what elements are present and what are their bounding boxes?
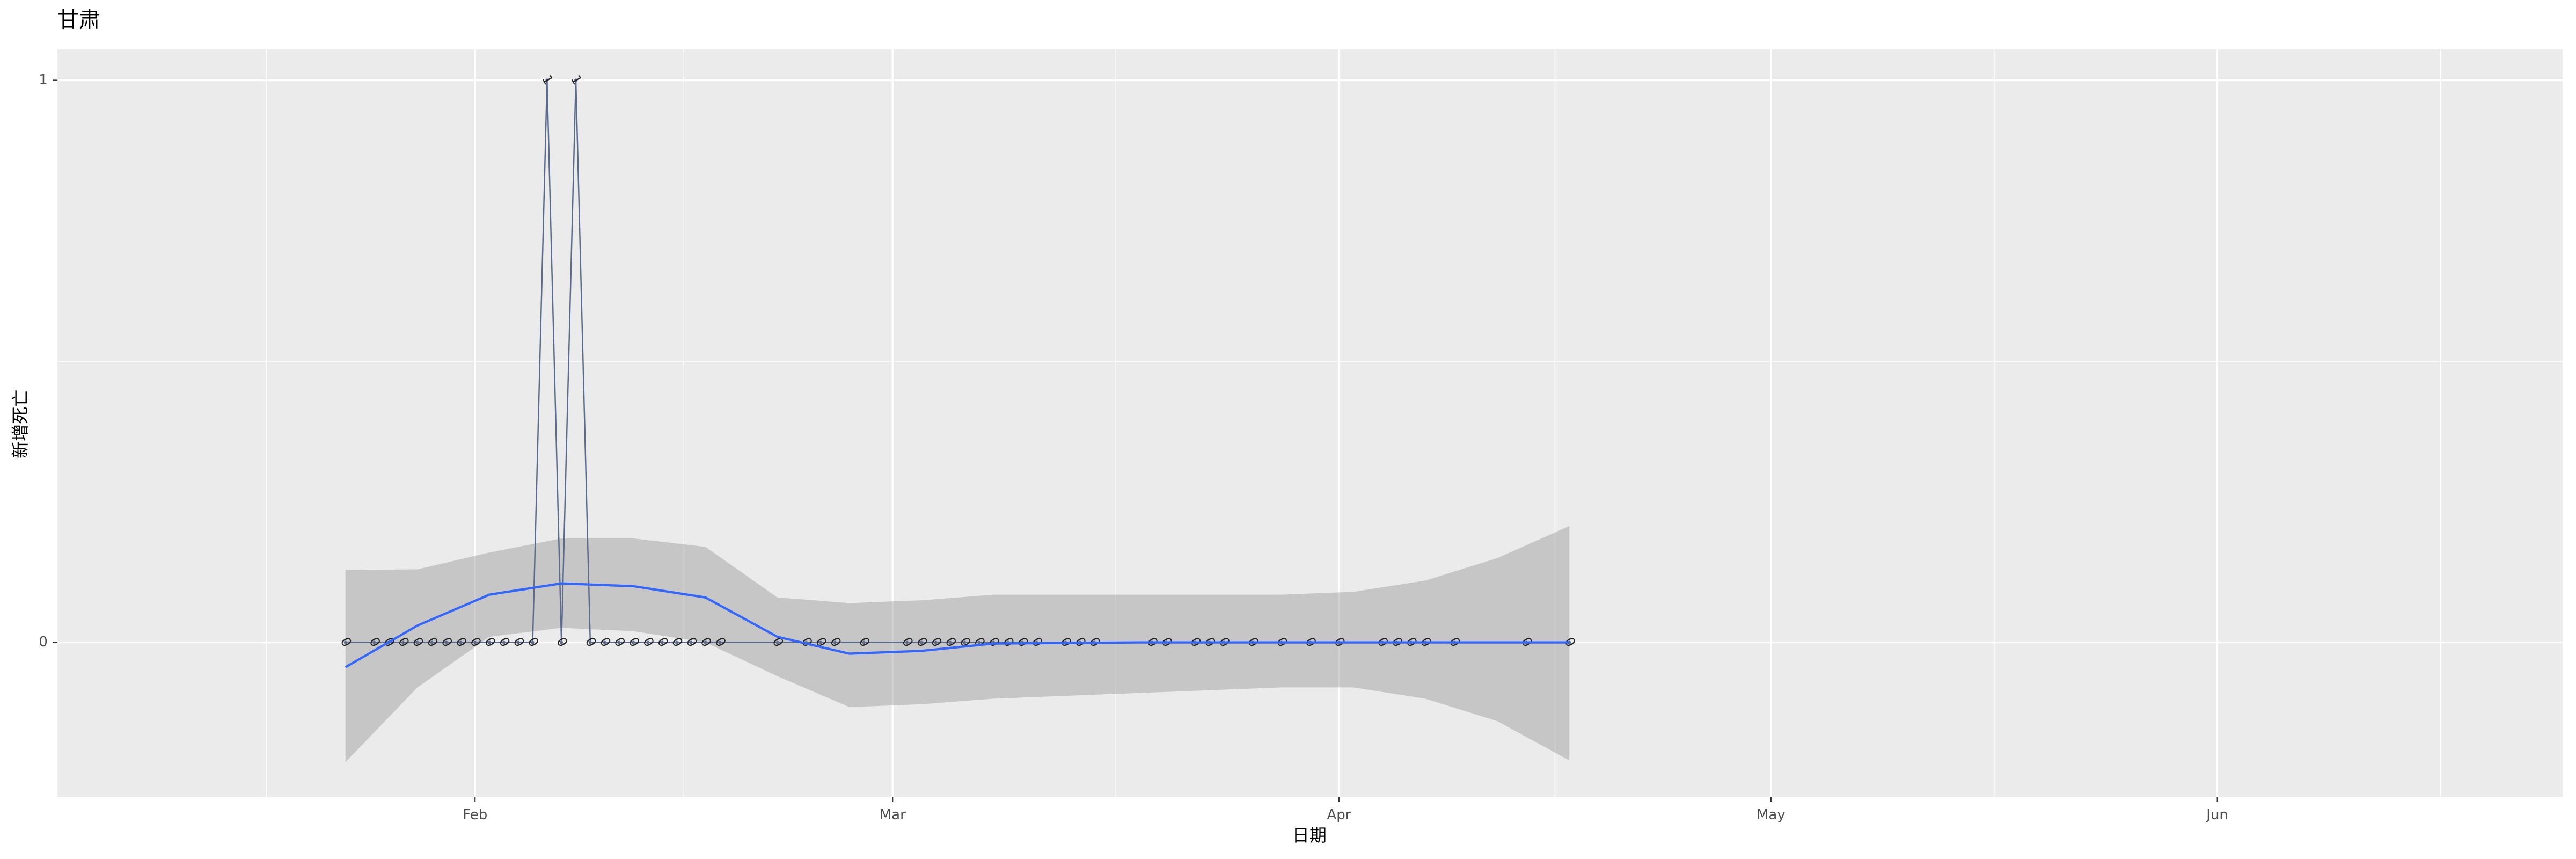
point <box>833 640 837 644</box>
point <box>415 640 419 644</box>
point <box>675 640 678 644</box>
point <box>372 640 376 644</box>
point <box>819 640 823 644</box>
point <box>704 640 707 644</box>
x-tick-label: Mar <box>880 807 906 823</box>
point <box>689 640 693 644</box>
x-tick-label: May <box>1757 807 1785 823</box>
point <box>617 640 621 644</box>
point <box>948 640 952 644</box>
point <box>343 640 347 644</box>
point <box>531 640 535 644</box>
chart-title: 甘肃 <box>57 8 100 32</box>
point <box>603 640 606 644</box>
y-axis-label: 新增死亡 <box>10 389 31 458</box>
x-tick-label: Feb <box>463 807 487 823</box>
point <box>444 640 448 644</box>
point <box>632 640 635 644</box>
point <box>560 640 564 644</box>
point <box>459 640 463 644</box>
point <box>775 640 779 644</box>
y-tick-label: 1 <box>39 72 48 88</box>
point <box>574 78 578 82</box>
point <box>588 640 592 644</box>
point <box>487 640 492 644</box>
x-tick-label: Jun <box>2205 807 2228 823</box>
point <box>545 78 549 82</box>
point <box>977 640 981 644</box>
point <box>646 640 650 644</box>
point <box>516 640 520 644</box>
point <box>905 640 909 644</box>
point <box>919 640 923 644</box>
point <box>963 640 967 644</box>
x-tick-label: Apr <box>1327 807 1351 823</box>
point <box>401 640 405 644</box>
x-axis-label: 日期 <box>1292 825 1327 846</box>
point <box>660 640 664 644</box>
confidence-band <box>345 526 1570 762</box>
point <box>502 640 506 644</box>
point <box>473 640 477 644</box>
point <box>862 640 866 644</box>
point <box>430 640 434 644</box>
smooth-line <box>345 582 1570 668</box>
point <box>718 640 722 644</box>
point <box>934 640 938 644</box>
y-tick-label: 0 <box>39 634 48 650</box>
